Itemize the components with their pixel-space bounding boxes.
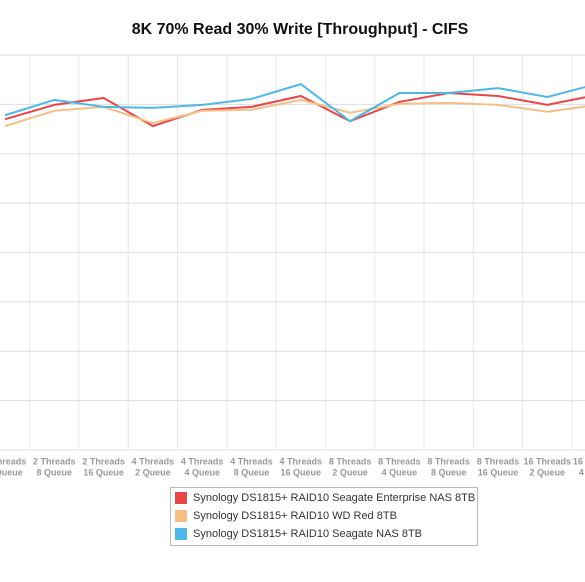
x-tick-label: 4 Queue <box>382 467 418 477</box>
x-tick-label: 16 Queue <box>281 467 322 477</box>
legend-label: Synology DS1815+ RAID10 Seagate NAS 8TB <box>193 528 422 540</box>
x-tick-label: 4 Threads <box>280 456 323 466</box>
x-tick-label: 16 Threads <box>524 456 572 466</box>
chart-title: 8K 70% Read 30% Write [Throughput] - CIF… <box>132 21 469 38</box>
x-tick-label: 16 Threads <box>573 456 585 466</box>
x-tick-label: 4 Threads <box>230 456 273 466</box>
x-tick-label: 2 Threads <box>33 456 76 466</box>
x-tick-label: 4 Threads <box>181 456 224 466</box>
x-tick-label: 2 Queue <box>332 467 368 477</box>
x-tick-label: 16 Queue <box>83 467 124 477</box>
x-tick-label: 8 Threads <box>329 456 372 466</box>
legend-swatch <box>175 528 187 540</box>
x-tick-label: 8 Threads <box>427 456 470 466</box>
legend-label: Synology DS1815+ RAID10 WD Red 8TB <box>193 510 397 522</box>
x-tick-label: 2 Threads <box>82 456 125 466</box>
x-tick-label: 8 Threads <box>477 456 520 466</box>
legend-swatch <box>175 492 187 504</box>
x-tick-label: 8 Queue <box>431 467 467 477</box>
x-tick-label: 2 Threads <box>0 456 26 466</box>
x-tick-label: 4 Threads <box>132 456 175 466</box>
x-tick-label: 16 Queue <box>478 467 519 477</box>
x-tick-label: 2 Queue <box>135 467 171 477</box>
x-tick-label: 4 Queue <box>184 467 220 477</box>
series-line <box>4 83 585 123</box>
x-tick-label: 8 Queue <box>37 467 73 477</box>
x-tick-label: 8 Threads <box>378 456 421 466</box>
series-line <box>4 92 585 128</box>
legend-label: Synology DS1815+ RAID10 Seagate Enterpri… <box>193 492 475 504</box>
series-line <box>4 98 585 128</box>
legend-box <box>170 487 478 546</box>
legend-swatch <box>175 510 187 522</box>
x-tick-label: 4 Queue <box>579 467 585 477</box>
x-tick-label: 2 Queue <box>530 467 566 477</box>
x-tick-label: 4 Queue <box>0 467 23 477</box>
x-tick-label: 8 Queue <box>234 467 270 477</box>
